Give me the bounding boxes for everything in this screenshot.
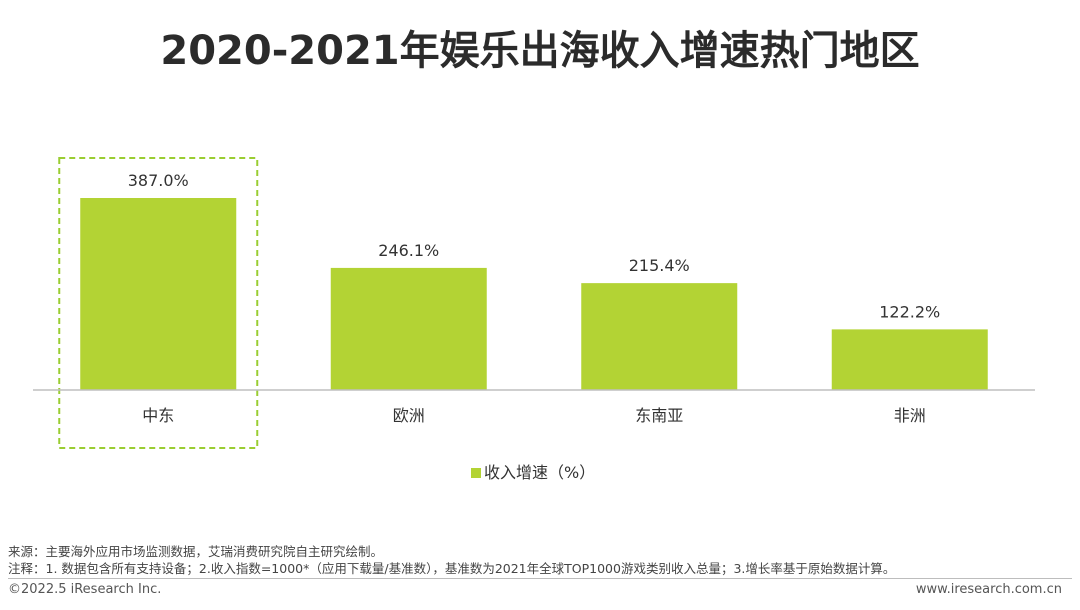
website-link[interactable]: www.iresearch.com.cn <box>915 582 1062 597</box>
footer-divider <box>8 578 1072 579</box>
legend-swatch <box>471 468 481 478</box>
source-note: 来源：主要海外应用市场监测数据，艾瑞消费研究院自主研究绘制。 <box>8 544 384 559</box>
data-label-2: 215.4% <box>629 256 690 275</box>
data-label-0: 387.0% <box>128 171 189 190</box>
category-label-3: 非洲 <box>894 406 926 425</box>
bar-2 <box>581 283 738 390</box>
bar-3 <box>831 329 988 390</box>
data-label-1: 246.1% <box>378 241 439 260</box>
footnote: 注释：1. 数据包含所有支持设备；2.收入指数=1000*（应用下载量/基准数）… <box>8 561 896 576</box>
category-label-1: 欧洲 <box>393 406 425 425</box>
legend-label: 收入增速（%） <box>484 463 595 482</box>
copyright: ©2022.5 iResearch Inc. <box>8 582 162 597</box>
bar-0 <box>80 198 237 390</box>
category-label-0: 中东 <box>142 406 174 425</box>
category-label-2: 东南亚 <box>635 406 683 425</box>
chart-title: 2020-2021年娱乐出海收入增速热门地区 <box>160 28 920 74</box>
data-label-3: 122.2% <box>879 302 940 321</box>
highlight-box <box>58 157 259 449</box>
bar-1 <box>330 267 487 390</box>
